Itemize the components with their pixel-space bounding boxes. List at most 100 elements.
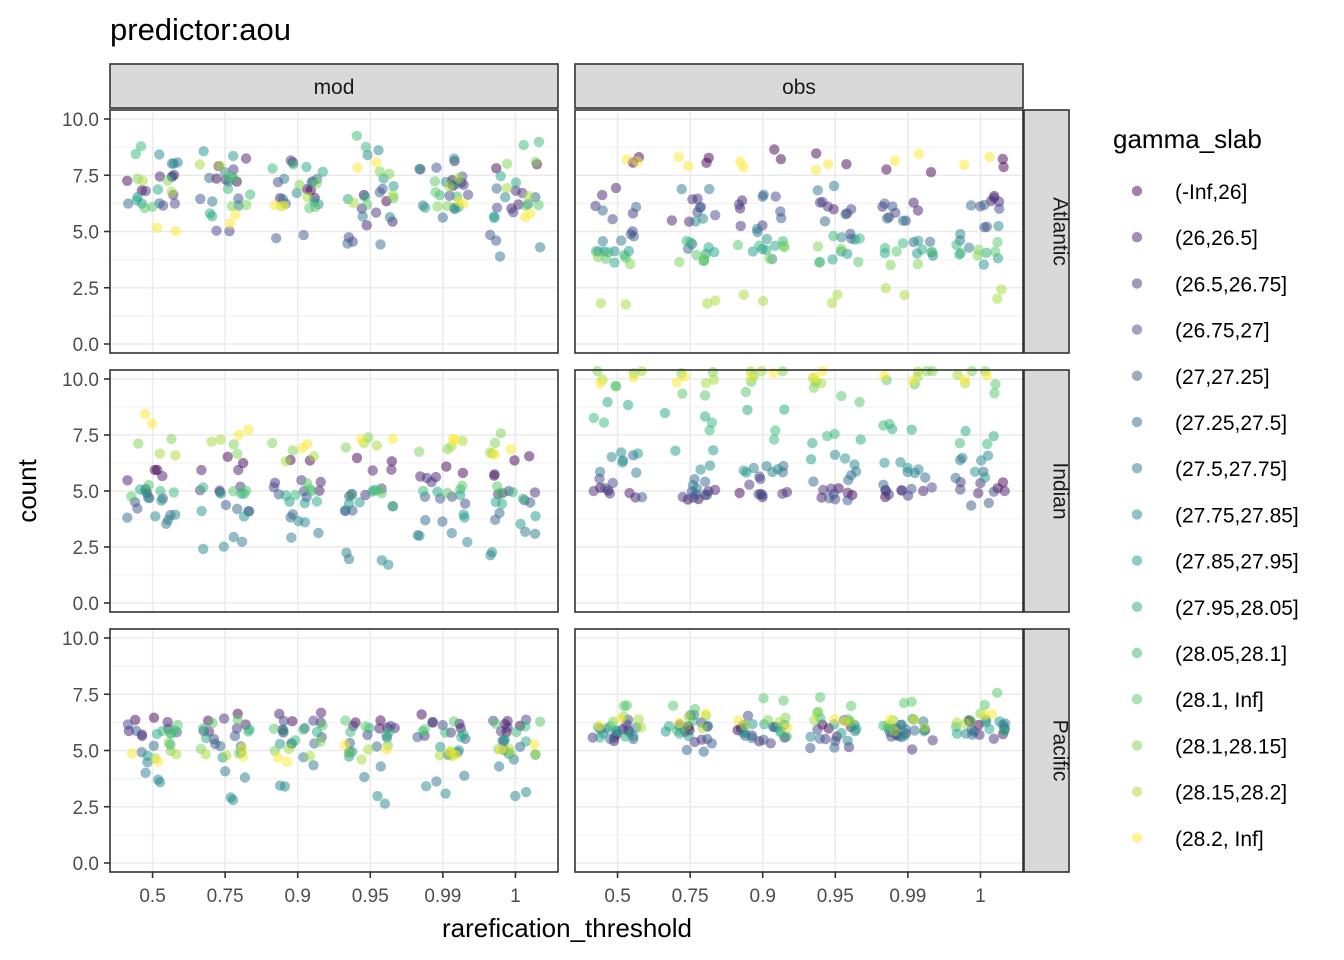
data-point [699,390,711,401]
data-point [708,445,719,456]
data-point [515,518,526,530]
data-point [171,749,182,760]
data-point [993,220,1004,232]
data-point [148,740,159,751]
data-point [245,189,256,200]
data-point [972,250,983,261]
data-point [990,246,1001,257]
data-point [432,486,443,497]
legend-entry: (27.75,27.85] [1131,504,1299,527]
data-point [839,716,850,727]
data-point [969,466,981,477]
data-point [215,488,227,499]
data-point [920,472,931,483]
data-point [981,221,993,232]
data-point [459,770,470,781]
data-point [196,464,207,476]
data-point [960,425,971,437]
data-point [446,527,457,539]
data-point [228,439,239,450]
data-point [889,725,900,737]
data-point [271,233,282,244]
data-point [735,156,746,167]
data-point [280,456,292,467]
data-point [534,242,546,253]
data-point [523,190,534,202]
data-point [511,726,522,738]
data-point [196,505,207,517]
data-point [502,158,513,169]
data-point [842,487,853,498]
data-point [823,159,834,170]
strip-obs: obs [574,63,1024,109]
data-point [233,464,244,476]
data-point [315,707,327,718]
legend-label: (27.95,28.05] [1175,597,1299,620]
data-point [491,163,502,174]
data-point [510,177,522,188]
data-point [489,437,501,449]
data-point [374,187,385,198]
data-point [502,722,513,733]
data-point [122,175,133,186]
data-point [697,722,708,734]
strip-label: mod [314,76,355,99]
data-point [769,144,780,155]
data-point [228,164,239,175]
data-point [299,517,311,528]
chart-title: predictor:aou [110,12,291,47]
data-point [154,171,166,182]
data-point [388,501,399,512]
data-point [676,184,687,195]
data-point [228,172,239,184]
data-point [460,498,471,509]
data-point [754,240,765,251]
data-point [520,721,531,732]
data-point [979,699,990,711]
strip-background [1023,369,1070,613]
data-point [752,226,763,238]
data-point [673,151,684,163]
data-point [625,229,636,240]
data-point [485,229,496,241]
legend-entry: (28.1,28.15] [1131,735,1287,758]
data-point [685,237,696,248]
strip-label: Atlantic [1049,197,1072,266]
data-point [525,208,536,219]
legend-entry: (28.05,28.1] [1131,643,1287,666]
data-point [598,417,610,428]
data-point [777,366,788,377]
data-point [486,547,498,558]
data-point [925,167,937,178]
data-point [775,206,786,217]
data-point [770,425,781,436]
data-point [704,183,715,195]
data-point [360,141,372,153]
data-point [290,489,301,501]
data-point [704,460,716,471]
legend-key [1131,555,1143,566]
data-point [285,512,296,523]
data-point [840,209,851,220]
data-point [909,725,920,736]
data-point [919,722,930,733]
data-point [744,479,755,490]
data-point [301,161,312,173]
data-point [444,190,455,201]
data-point [994,203,1005,214]
data-point [317,720,328,731]
data-point [854,233,865,244]
data-point [824,493,835,504]
y-tick-label: 0.0 [73,335,99,356]
data-point [813,706,824,718]
data-point [927,246,938,258]
data-point [204,172,215,184]
data-point [308,715,319,726]
data-point [597,189,608,201]
data-point [450,749,461,761]
data-point [148,712,160,723]
data-point [381,744,392,755]
data-point [490,514,501,525]
data-point [950,472,961,484]
data-point [683,711,694,723]
